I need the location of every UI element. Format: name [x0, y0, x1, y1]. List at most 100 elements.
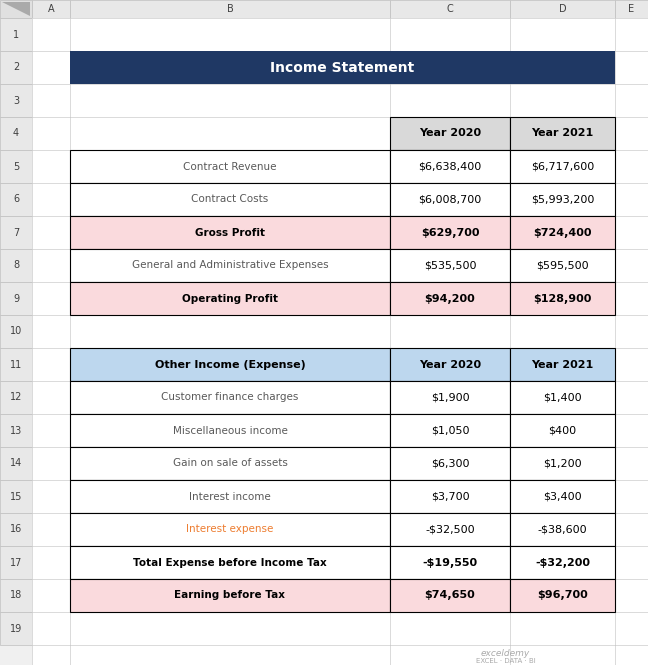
Text: 8: 8	[13, 261, 19, 271]
Bar	[510, 0, 615, 18]
Bar	[0, 84, 32, 117]
Bar	[0, 0, 32, 18]
Text: exceldemy: exceldemy	[481, 650, 530, 658]
Bar	[0, 612, 32, 645]
Bar	[0, 216, 32, 249]
Text: Interest income: Interest income	[189, 491, 271, 501]
Bar	[0, 315, 32, 348]
Text: Year 2020: Year 2020	[419, 360, 481, 370]
Text: 15: 15	[10, 491, 22, 501]
Bar	[510, 348, 615, 381]
Text: Other Income (Expense): Other Income (Expense)	[155, 360, 305, 370]
Bar	[0, 513, 32, 546]
Bar	[390, 216, 510, 249]
Text: $5,993,200: $5,993,200	[531, 194, 594, 205]
Bar	[390, 0, 510, 18]
Text: $3,700: $3,700	[431, 491, 469, 501]
Bar	[70, 414, 390, 447]
Bar	[390, 183, 510, 216]
Bar	[70, 0, 390, 18]
Text: EXCEL · DATA · BI: EXCEL · DATA · BI	[476, 658, 535, 664]
Text: 14: 14	[10, 458, 22, 469]
Bar	[0, 51, 32, 84]
Text: 19: 19	[10, 624, 22, 634]
Bar	[390, 282, 510, 315]
Text: 2: 2	[13, 63, 19, 72]
Bar	[0, 183, 32, 216]
Bar	[70, 51, 615, 84]
Bar	[0, 0, 648, 18]
Text: Earning before Tax: Earning before Tax	[174, 591, 286, 600]
Text: 16: 16	[10, 525, 22, 535]
Bar	[0, 480, 32, 513]
Bar	[510, 282, 615, 315]
Bar	[390, 348, 510, 381]
Bar	[390, 480, 510, 513]
Text: General and Administrative Expenses: General and Administrative Expenses	[132, 261, 329, 271]
Bar	[390, 447, 510, 480]
Bar	[510, 216, 615, 249]
Bar	[0, 348, 32, 381]
Text: Income Statement: Income Statement	[270, 61, 415, 74]
Text: $1,900: $1,900	[431, 392, 469, 402]
Text: 3: 3	[13, 96, 19, 106]
Text: 10: 10	[10, 327, 22, 336]
Text: 11: 11	[10, 360, 22, 370]
Text: Gross Profit: Gross Profit	[195, 227, 265, 237]
Text: $94,200: $94,200	[424, 293, 476, 303]
Text: 7: 7	[13, 227, 19, 237]
Bar	[0, 447, 32, 480]
Text: Year 2021: Year 2021	[531, 360, 594, 370]
Text: Contract Costs: Contract Costs	[191, 194, 269, 205]
Bar	[0, 282, 32, 315]
Text: -$32,200: -$32,200	[535, 557, 590, 567]
Text: $74,650: $74,650	[424, 591, 476, 600]
Bar	[510, 249, 615, 282]
Bar	[70, 546, 390, 579]
Bar	[0, 546, 32, 579]
Text: $629,700: $629,700	[421, 227, 480, 237]
Polygon shape	[2, 2, 30, 16]
Text: $128,900: $128,900	[533, 293, 592, 303]
Text: D: D	[559, 4, 566, 14]
Bar	[390, 249, 510, 282]
Text: Miscellaneous income: Miscellaneous income	[172, 426, 288, 436]
Text: $6,008,700: $6,008,700	[419, 194, 481, 205]
Text: -$19,550: -$19,550	[422, 557, 478, 567]
Bar	[70, 249, 390, 282]
Bar	[32, 0, 70, 18]
Bar	[0, 249, 32, 282]
Text: 9: 9	[13, 293, 19, 303]
Text: Contract Revenue: Contract Revenue	[183, 162, 277, 172]
Text: $6,638,400: $6,638,400	[419, 162, 481, 172]
Text: Operating Profit: Operating Profit	[182, 293, 278, 303]
Text: 13: 13	[10, 426, 22, 436]
Text: 6: 6	[13, 194, 19, 205]
Bar	[70, 447, 390, 480]
Bar	[0, 18, 32, 51]
Text: Customer finance charges: Customer finance charges	[161, 392, 299, 402]
Bar	[510, 546, 615, 579]
Bar	[390, 150, 510, 183]
Bar	[390, 381, 510, 414]
Text: 17: 17	[10, 557, 22, 567]
Text: $96,700: $96,700	[537, 591, 588, 600]
Bar	[0, 117, 32, 150]
Text: $1,050: $1,050	[431, 426, 469, 436]
Text: E: E	[629, 4, 634, 14]
Text: 4: 4	[13, 128, 19, 138]
Text: $6,300: $6,300	[431, 458, 469, 469]
Text: A: A	[48, 4, 54, 14]
Text: 5: 5	[13, 162, 19, 172]
Text: -$32,500: -$32,500	[425, 525, 475, 535]
Bar	[70, 579, 390, 612]
Text: Gain on sale of assets: Gain on sale of assets	[172, 458, 288, 469]
Bar	[0, 150, 32, 183]
Text: -$38,600: -$38,600	[538, 525, 587, 535]
Bar	[70, 480, 390, 513]
Bar	[510, 447, 615, 480]
Bar	[70, 282, 390, 315]
Text: Year 2021: Year 2021	[531, 128, 594, 138]
Bar	[70, 513, 390, 546]
Bar	[510, 150, 615, 183]
